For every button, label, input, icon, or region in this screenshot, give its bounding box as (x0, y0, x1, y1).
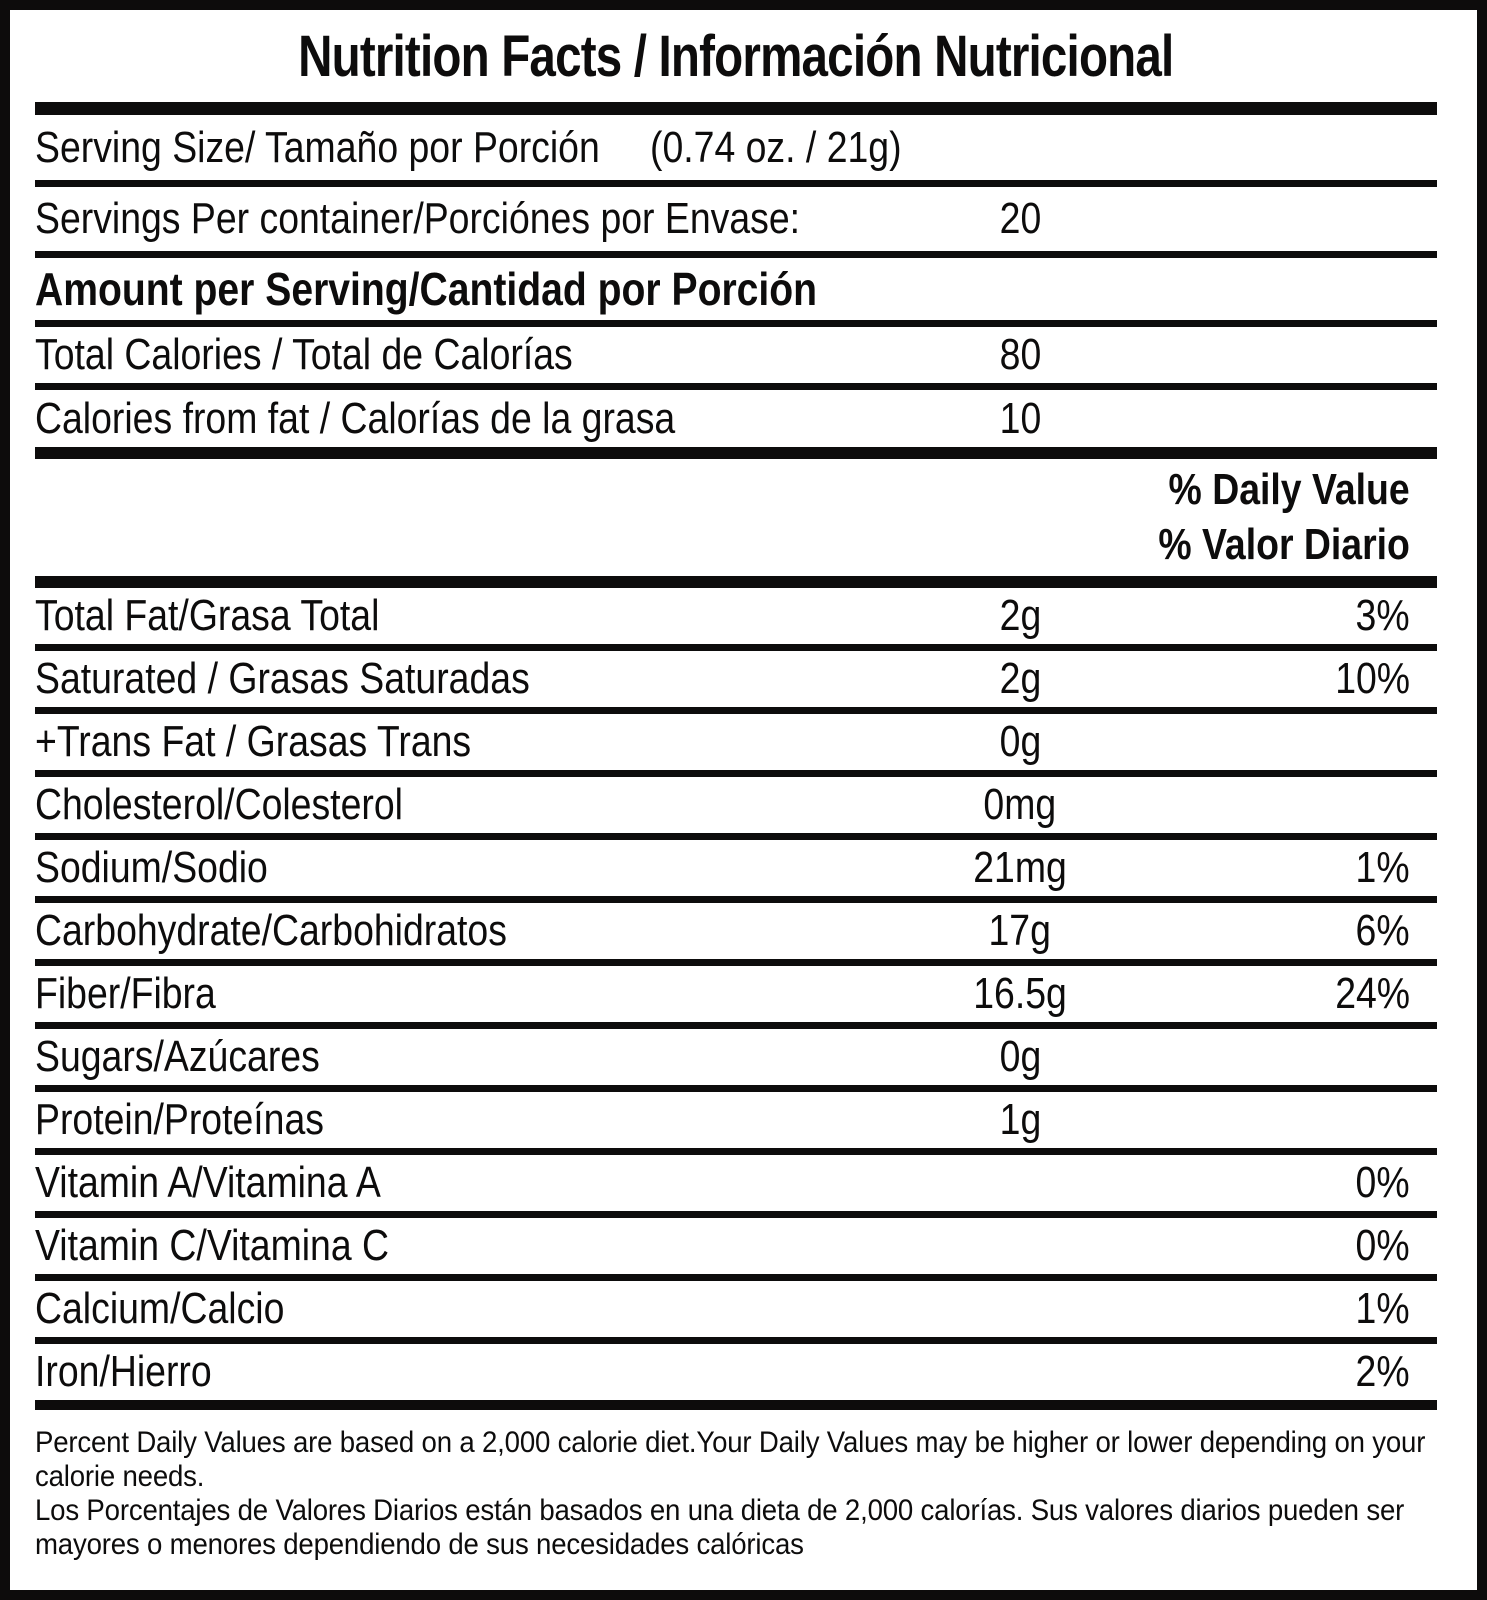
nutrient-amount: 0mg (983, 780, 1057, 829)
servings-per-container-label: Servings Per container/Porciónes por Env… (35, 194, 801, 243)
servings-per-container-value: 20 (999, 194, 1041, 243)
nutrient-row-trans-fat: +Trans Fat / Grasas Trans 0g (35, 714, 1437, 770)
nutrient-daily-value: 1% (1355, 1284, 1410, 1333)
divider (35, 1337, 1437, 1344)
title-divider-bar (35, 102, 1437, 115)
nutrient-label: Fiber/Fibra (35, 969, 216, 1018)
serving-size-row: Serving Size/ Tamaño por Porción (0.74 o… (35, 115, 1437, 180)
footnote-english: Percent Daily Values are based on a 2,00… (35, 1426, 1426, 1493)
nutrient-row-iron: Iron/Hierro 2% (35, 1344, 1437, 1400)
divider (35, 251, 1437, 258)
total-calories-row: Total Calories / Total de Calorías 80 (35, 327, 1437, 383)
total-calories-label: Total Calories / Total de Calorías (35, 330, 573, 379)
nutrient-label: Calcium/Calcio (35, 1284, 285, 1333)
nutrient-daily-value: 2% (1355, 1347, 1410, 1396)
nutrient-amount: 21mg (973, 843, 1067, 892)
nutrient-label: +Trans Fat / Grasas Trans (35, 717, 472, 766)
calories-from-fat-label: Calories from fat / Calorías de la grasa (35, 393, 676, 443)
nutrient-row-saturated-fat: Saturated / Grasas Saturadas 2g 10% (35, 651, 1437, 707)
nutrient-label: Protein/Proteínas (35, 1095, 324, 1144)
nutrient-row-total-fat: Total Fat/Grasa Total 2g 3% (35, 588, 1437, 644)
nutrient-amount: 16.5g (973, 969, 1067, 1018)
daily-value-header-block: % Daily Value % Valor Diario (35, 459, 1437, 576)
nutrient-daily-value: 24% (1335, 969, 1410, 1018)
divider (35, 1211, 1437, 1218)
amount-per-serving-header: Amount per Serving/Cantidad por Porción (35, 258, 1437, 320)
calories-from-fat-row: Calories from fat / Calorías de la grasa… (35, 390, 1437, 447)
daily-value-header-en: % Daily Value (1168, 464, 1410, 514)
nutrient-label: Iron/Hierro (35, 1347, 212, 1396)
section-divider (35, 1400, 1437, 1410)
nutrient-row-carbohydrate: Carbohydrate/Carbohidratos 17g 6% (35, 903, 1437, 959)
divider (35, 770, 1437, 777)
nutrient-row-vitamin-a: Vitamin A/Vitamina A 0% (35, 1155, 1437, 1211)
nutrient-daily-value: 10% (1335, 654, 1410, 703)
nutrient-daily-value: 0% (1355, 1221, 1410, 1270)
divider (35, 959, 1437, 966)
servings-per-container-row: Servings Per container/Porciónes por Env… (35, 187, 1437, 251)
nutrient-amount: 2g (999, 654, 1041, 703)
divider (35, 383, 1437, 390)
nutrient-label: Sodium/Sodio (35, 843, 268, 892)
section-divider (35, 576, 1437, 588)
divider (35, 180, 1437, 187)
amount-per-serving-text: Amount per Serving/Cantidad por Porción (35, 263, 818, 315)
label-title-block: Nutrition Facts / Información Nutriciona… (35, 10, 1437, 102)
nutrient-daily-value: 6% (1355, 906, 1410, 955)
nutrient-row-fiber: Fiber/Fibra 16.5g 24% (35, 966, 1437, 1022)
nutrient-amount: 0g (999, 1032, 1041, 1081)
nutrient-daily-value: 1% (1355, 843, 1410, 892)
nutrient-row-cholesterol: Cholesterol/Colesterol 0mg (35, 777, 1437, 833)
footnote-block: Percent Daily Values are based on a 2,00… (35, 1410, 1437, 1562)
section-divider (35, 447, 1437, 459)
divider (35, 896, 1437, 903)
nutrient-row-protein: Protein/Proteínas 1g (35, 1092, 1437, 1148)
nutrient-daily-value: 0% (1355, 1158, 1410, 1207)
calories-from-fat-value: 10 (999, 393, 1041, 443)
total-calories-value: 80 (999, 330, 1041, 379)
divider (35, 320, 1437, 327)
nutrient-amount: 2g (999, 591, 1041, 640)
nutrient-amount: 0g (999, 717, 1041, 766)
nutrient-label: Total Fat/Grasa Total (35, 591, 380, 640)
serving-size-label: Serving Size/ Tamaño por Porción (35, 122, 600, 172)
nutrient-amount: 17g (988, 906, 1052, 955)
divider (35, 1148, 1437, 1155)
nutrient-row-calcium: Calcium/Calcio 1% (35, 1281, 1437, 1337)
nutrient-label: Vitamin A/Vitamina A (35, 1158, 381, 1207)
footnote-spanish: Los Porcentajes de Valores Diarios están… (35, 1494, 1405, 1561)
nutrient-amount: 1g (999, 1095, 1041, 1144)
nutrient-label: Vitamin C/Vitamina C (35, 1221, 390, 1270)
nutrient-label: Cholesterol/Colesterol (35, 780, 403, 829)
nutrient-label: Sugars/Azúcares (35, 1032, 320, 1081)
divider (35, 644, 1437, 651)
serving-size-value: (0.74 oz. / 21g) (650, 122, 902, 172)
nutrient-label: Carbohydrate/Carbohidratos (35, 906, 507, 955)
nutrient-row-sodium: Sodium/Sodio 21mg 1% (35, 840, 1437, 896)
nutrient-row-sugars: Sugars/Azúcares 0g (35, 1029, 1437, 1085)
divider (35, 1085, 1437, 1092)
nutrient-daily-value: 3% (1355, 591, 1410, 640)
divider (35, 1274, 1437, 1281)
daily-value-header-es: % Valor Diario (1158, 520, 1410, 570)
divider (35, 1022, 1437, 1029)
divider (35, 707, 1437, 714)
nutrient-label: Saturated / Grasas Saturadas (35, 654, 530, 703)
label-title: Nutrition Facts / Información Nutriciona… (298, 23, 1174, 89)
nutrient-row-vitamin-c: Vitamin C/Vitamina C 0% (35, 1218, 1437, 1274)
divider (35, 833, 1437, 840)
